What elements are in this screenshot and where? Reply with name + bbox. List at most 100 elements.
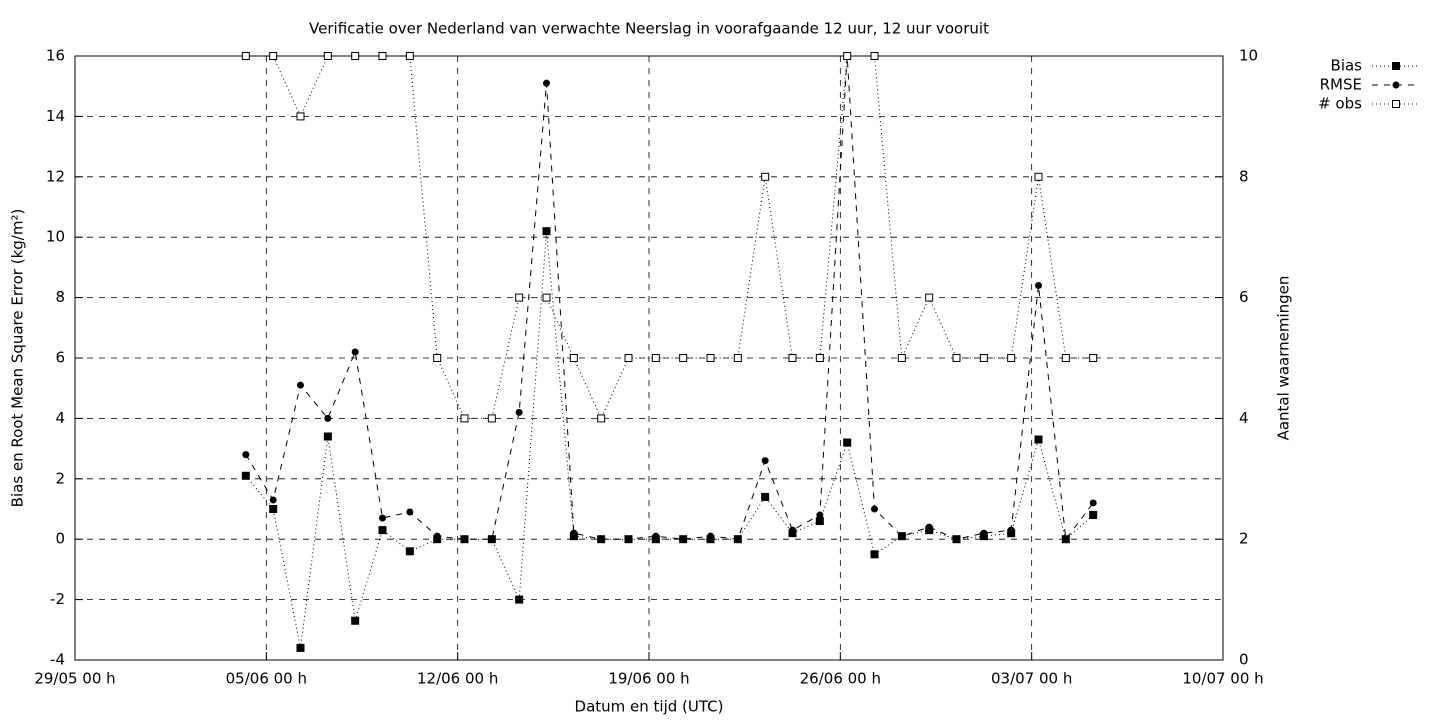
point (487, 414, 496, 423)
legend-label: # obs (1318, 95, 1362, 113)
y-tick-label: 16 (46, 47, 65, 65)
point (515, 293, 524, 302)
y-axis-label: Bias en Root Mean Square Error (kg/m²) (9, 209, 27, 508)
point (406, 508, 414, 516)
x-tick-label: 29/05 00 h (34, 670, 115, 688)
y2-tick-label: 6 (1239, 288, 1249, 306)
point (296, 643, 305, 652)
point (323, 52, 332, 60)
point (569, 354, 578, 362)
x-tick-label: 26/06 00 h (800, 670, 881, 688)
point (652, 532, 660, 540)
legend-label: Bias (1331, 57, 1363, 75)
point (378, 52, 387, 60)
point (433, 354, 442, 362)
chart-title: Verificatie over Nederland van verwachte… (309, 20, 989, 38)
y-tick-label: -4 (50, 651, 65, 669)
point (405, 547, 414, 556)
point (241, 52, 250, 60)
point (241, 471, 250, 480)
point (1062, 535, 1070, 543)
point (625, 535, 632, 543)
point (1089, 511, 1098, 520)
series-line (245, 55, 1094, 541)
point (871, 505, 878, 513)
point (761, 457, 769, 465)
point (979, 354, 988, 362)
point (925, 293, 934, 302)
point (351, 348, 359, 356)
x-axis-label: Datum en tijd (UTC) (575, 698, 724, 716)
point (1089, 499, 1097, 507)
point (351, 616, 360, 625)
point (898, 532, 906, 540)
point (1034, 435, 1043, 444)
point (269, 52, 278, 60)
point (597, 414, 606, 423)
point (379, 514, 386, 522)
point (1007, 354, 1016, 362)
x-tick-label: 03/07 00 h (991, 670, 1072, 688)
point (952, 354, 961, 362)
point (897, 354, 906, 362)
point (1392, 81, 1400, 89)
point (624, 354, 633, 362)
point (733, 354, 742, 362)
series-line (245, 231, 1094, 649)
point (543, 79, 550, 87)
y2-tick-label: 8 (1239, 167, 1249, 185)
point (378, 526, 387, 535)
point (570, 529, 578, 537)
point (488, 535, 496, 543)
y-tick-label: 0 (55, 530, 65, 548)
x-tick-label: 19/06 00 h (608, 670, 689, 688)
point (269, 505, 278, 513)
point (679, 535, 687, 543)
y-tick-label: 8 (55, 288, 65, 306)
point (815, 517, 824, 526)
point (734, 535, 742, 543)
point (297, 381, 304, 389)
point (870, 550, 879, 559)
point (679, 354, 688, 362)
y-tick-label: 4 (55, 409, 65, 427)
point (706, 354, 715, 362)
y2-tick-label: 2 (1239, 530, 1249, 548)
point (460, 414, 469, 423)
legend-label: RMSE (1320, 76, 1362, 94)
point (1392, 100, 1400, 108)
point (870, 52, 879, 60)
x-tick-label: 12/06 00 h (417, 670, 498, 688)
point (788, 354, 797, 362)
point (351, 52, 360, 60)
point (816, 511, 824, 519)
point (789, 526, 796, 534)
y-tick-label: -2 (50, 590, 65, 608)
y-tick-label: 10 (46, 228, 65, 246)
point (515, 408, 523, 416)
point (1392, 62, 1400, 70)
y-tick-label: 6 (55, 349, 65, 367)
point (269, 496, 277, 504)
y2-axis-label: Aantal waarnemingen (1275, 276, 1293, 441)
point (296, 112, 305, 121)
point (761, 172, 770, 181)
y-tick-label: 14 (46, 107, 65, 125)
y2-tick-label: 4 (1239, 409, 1249, 427)
point (324, 414, 332, 422)
point (953, 535, 960, 543)
point (1089, 354, 1098, 362)
point (542, 227, 551, 236)
point (843, 438, 852, 447)
point (597, 535, 605, 543)
point (405, 52, 414, 60)
x-tick-label: 05/06 00 h (226, 670, 307, 688)
point (651, 354, 660, 362)
point (843, 52, 852, 60)
point (1035, 282, 1042, 290)
point (707, 532, 714, 540)
point (925, 523, 933, 531)
y2-tick-label: 10 (1239, 47, 1258, 65)
